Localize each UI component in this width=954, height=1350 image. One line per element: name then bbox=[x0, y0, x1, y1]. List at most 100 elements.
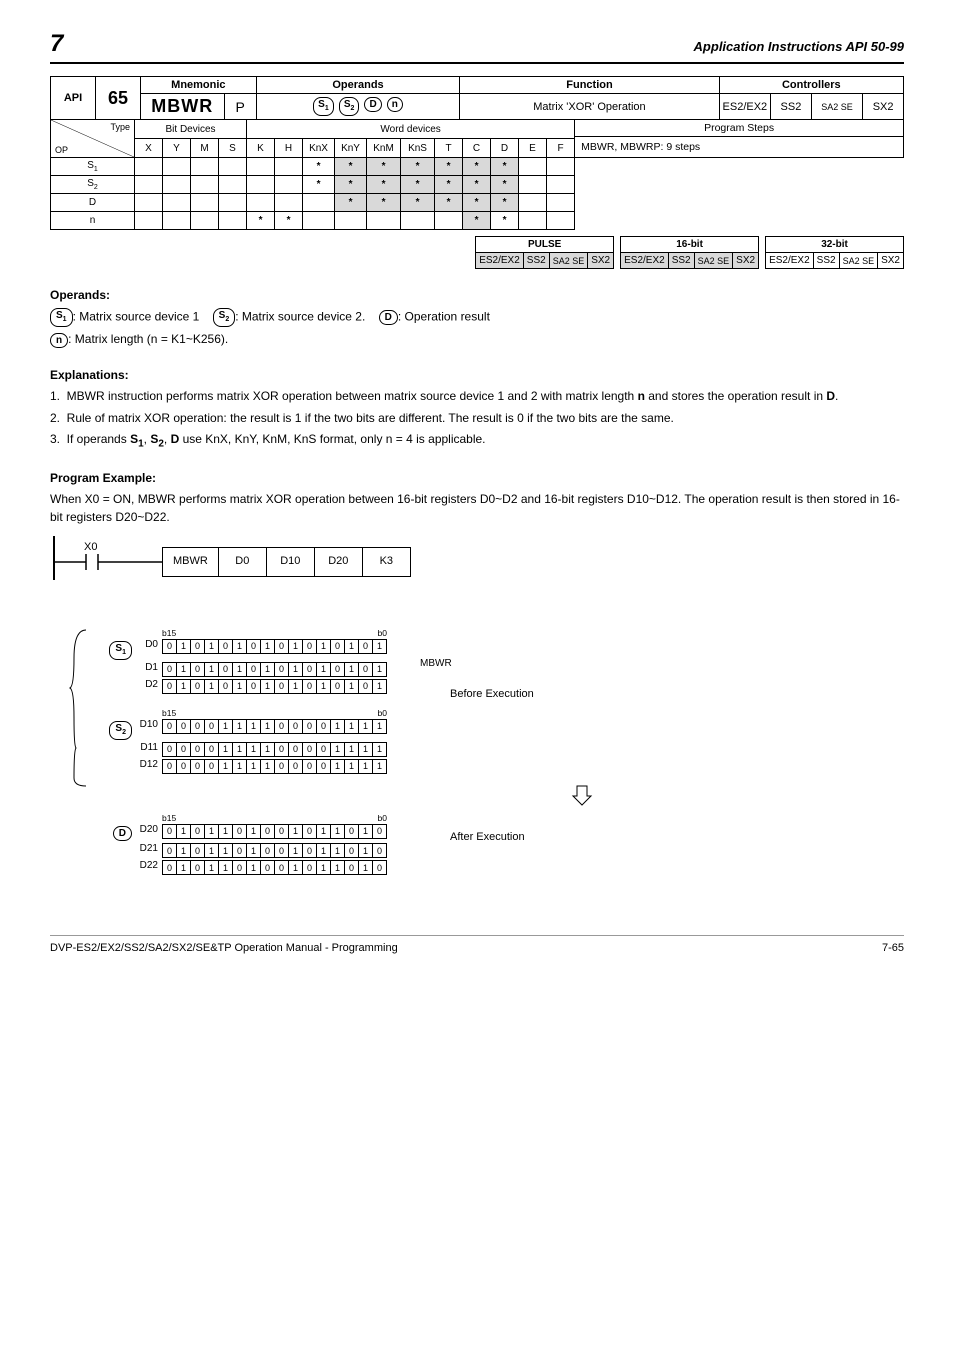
bit-devices-label: Bit Devices bbox=[135, 120, 247, 139]
pill-s2-matrix: S2 bbox=[109, 721, 132, 740]
instruction-header-table: API 65 Mnemonic Operands Function Contro… bbox=[50, 76, 904, 120]
type-row-op: S2 bbox=[51, 176, 135, 194]
operands-section: Operands: S1: Matrix source device 1 S2:… bbox=[50, 287, 904, 349]
explanation-2: 2. Rule of matrix XOR operation: the res… bbox=[50, 410, 904, 427]
type-row-D: D****** bbox=[51, 194, 904, 212]
pulse-table: PULSE ES2/EX2 SS2 SA2 SE SX2 bbox=[475, 236, 614, 269]
pulse-steps-block: PULSE ES2/EX2 SS2 SA2 SE SX2 16-bit ES2/… bbox=[50, 236, 904, 269]
api-number: 65 bbox=[96, 77, 141, 120]
operand-line-2: n: Matrix length (n = K1~K256). bbox=[50, 331, 904, 348]
program-title: Program Example: bbox=[50, 470, 904, 487]
ctrl-c0: ES2/EX2 bbox=[719, 94, 770, 120]
function-label: Function bbox=[460, 77, 719, 94]
api-label: API bbox=[51, 77, 96, 120]
pill-n-inline: n bbox=[50, 333, 68, 348]
ladder-cell-4: K3 bbox=[362, 548, 410, 577]
bit-row-table: 0101101001011010 bbox=[162, 843, 387, 858]
matrix-row: D120000111100001111 bbox=[90, 759, 904, 774]
before-label: Before Execution bbox=[450, 688, 534, 700]
program-text: When X0 = ON, MBWR performs matrix XOR o… bbox=[50, 491, 904, 526]
ladder-cell-1: D0 bbox=[218, 548, 266, 577]
device-type-table: Type OP Bit Devices Word devices Program… bbox=[50, 119, 904, 230]
matrix-row: D210101101001011010 bbox=[90, 843, 904, 858]
matrix-row-label: D11 bbox=[132, 742, 162, 753]
pill-s2: S2 bbox=[339, 97, 360, 116]
pill-n: n bbox=[387, 97, 403, 112]
pill-d-matrix: D bbox=[113, 826, 132, 841]
type-row-S1: S1******* bbox=[51, 158, 904, 176]
bit-row-table: 0101101001011010 bbox=[162, 824, 387, 839]
bit-axis-s1: b15b0 bbox=[162, 628, 387, 638]
function-text: Matrix 'XOR' Operation bbox=[460, 94, 719, 120]
operands-label: Operands bbox=[256, 77, 460, 94]
down-arrow-icon bbox=[260, 784, 904, 809]
footer-right: 7-65 bbox=[882, 942, 904, 954]
pill-s1: S1 bbox=[313, 97, 334, 116]
matrix-visual: b15b0 S1D00101010101010101D1010101010101… bbox=[90, 628, 904, 875]
matrix-row: D10101010101010101 bbox=[90, 662, 904, 677]
type-row-op: D bbox=[51, 194, 135, 212]
matrix-source-group: b15b0 S1D00101010101010101D1010101010101… bbox=[90, 628, 904, 774]
after-label: After Execution bbox=[450, 831, 525, 843]
s32-table: 32-bit ES2/EX2 SS2 SA2 SE SX2 bbox=[765, 236, 904, 269]
page-footer: DVP-ES2/EX2/SS2/SA2/SX2/SE&TP Operation … bbox=[50, 935, 904, 954]
mnemonic-label: Mnemonic bbox=[141, 77, 257, 94]
bit-row-table: 0101010101010101 bbox=[162, 639, 387, 654]
bit-row-table: 0101010101010101 bbox=[162, 662, 387, 677]
ladder-cell-2: D10 bbox=[266, 548, 314, 577]
operand-line-1: S1: Matrix source device 1 S2: Matrix so… bbox=[50, 308, 904, 327]
xor-side-label: MBWR bbox=[420, 658, 452, 669]
program-steps-cell: Program Steps MBWR, MBWRP: 9 steps bbox=[575, 120, 904, 158]
word-devices-label: Word devices bbox=[247, 120, 575, 139]
operands-title: Operands: bbox=[50, 287, 904, 304]
ladder-diagram: X0 MBWR D0 D10 D20 K3 bbox=[50, 536, 904, 610]
matrix-row: S2D100000111100001111 bbox=[90, 719, 904, 740]
type-row-n: n**** bbox=[51, 212, 904, 230]
chapter-title: Application Instructions API 50-99 bbox=[694, 39, 904, 54]
chapter-number: 7 bbox=[50, 30, 63, 58]
chapter-header: 7 Application Instructions API 50-99 bbox=[50, 30, 904, 64]
mnemonic-suffix: P bbox=[224, 94, 256, 120]
matrix-row-label: D2 bbox=[132, 679, 162, 690]
footer-left: DVP-ES2/EX2/SS2/SA2/SX2/SE&TP Operation … bbox=[50, 942, 398, 954]
mnemonic: MBWR bbox=[141, 94, 225, 120]
matrix-row: D110000111100001111 bbox=[90, 742, 904, 757]
explanation-3: 3. If operands S1, S2, D use KnX, KnY, K… bbox=[50, 431, 904, 452]
pill-s2-inline: S2 bbox=[213, 308, 236, 327]
ladder-cell-0: MBWR bbox=[163, 548, 219, 577]
matrix-row-label: D10 bbox=[132, 719, 162, 730]
matrix-row-label: D12 bbox=[132, 759, 162, 770]
explanation-1: 1. MBWR instruction performs matrix XOR … bbox=[50, 388, 904, 405]
matrix-row-label: D0 bbox=[132, 639, 162, 650]
program-example-section: Program Example: When X0 = ON, MBWR perf… bbox=[50, 470, 904, 610]
operand-pills: S1 S2 D n bbox=[256, 94, 460, 120]
bit-row-table: 0000111100001111 bbox=[162, 719, 387, 734]
matrix-row-label: D20 bbox=[132, 824, 162, 835]
type-op-diag: Type OP bbox=[51, 120, 135, 158]
bit-axis-d: b15b0 bbox=[162, 813, 387, 823]
pill-s1-matrix: S1 bbox=[109, 641, 132, 660]
s16-table: 16-bit ES2/EX2 SS2 SA2 SE SX2 bbox=[620, 236, 759, 269]
pill-s1-inline: S1 bbox=[50, 308, 73, 327]
pill-d-inline: D bbox=[379, 310, 398, 325]
ctrl-c1: SS2 bbox=[771, 94, 812, 120]
matrix-row: S1D00101010101010101 bbox=[90, 639, 904, 660]
type-row-op: n bbox=[51, 212, 135, 230]
pill-d: D bbox=[364, 97, 381, 112]
bit-axis-s2: b15b0 bbox=[162, 708, 387, 718]
explanations-title: Explanations: bbox=[50, 367, 904, 384]
matrix-row-label: D22 bbox=[132, 860, 162, 871]
bit-row-table: 0000111100001111 bbox=[162, 742, 387, 757]
type-row-S2: S2******* bbox=[51, 176, 904, 194]
controllers-label: Controllers bbox=[719, 77, 903, 94]
type-row-op: S1 bbox=[51, 158, 135, 176]
ctrl-c3: SX2 bbox=[863, 94, 904, 120]
ladder-cell-3: D20 bbox=[314, 548, 362, 577]
matrix-row-label: D21 bbox=[132, 843, 162, 854]
explanations-section: Explanations: 1. MBWR instruction perfor… bbox=[50, 367, 904, 452]
bit-row-table: 0000111100001111 bbox=[162, 759, 387, 774]
ladder-contact-label: X0 bbox=[84, 541, 97, 553]
matrix-row-label: D1 bbox=[132, 662, 162, 673]
bit-row-table: 0101101001011010 bbox=[162, 860, 387, 875]
brace-icon bbox=[68, 628, 88, 788]
